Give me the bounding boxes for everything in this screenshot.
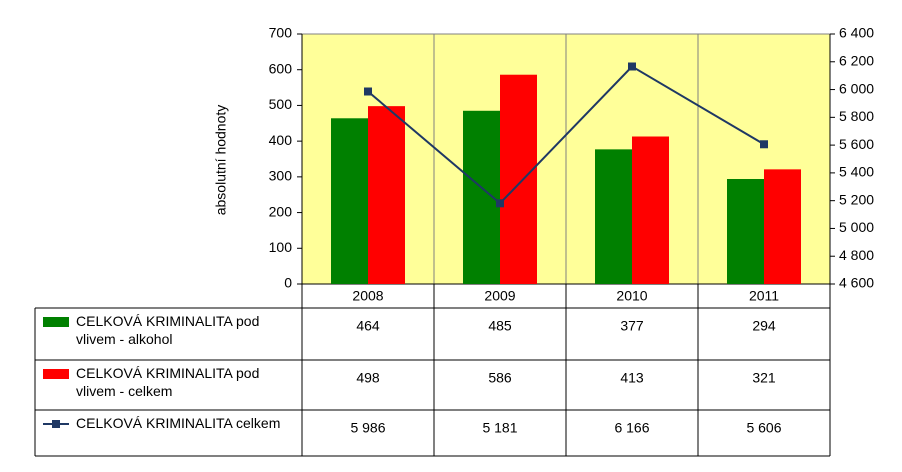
table-value: 586	[488, 370, 512, 386]
line	[367, 65, 765, 205]
legend-label: CELKOVÁ KRIMINALITA pod vlivem - celkem	[76, 365, 260, 399]
table-value: 464	[356, 318, 380, 334]
y-tick-label: 100	[269, 239, 293, 255]
legend-swatch	[52, 420, 60, 428]
table-value: 5 181	[482, 420, 517, 436]
x-tick-label: 2009	[484, 288, 515, 304]
legend-cell: CELKOVÁ KRIMINALITA pod vlivem - alkohol	[76, 313, 260, 347]
x-tick-label: 2011	[749, 288, 779, 304]
bar	[368, 106, 405, 285]
y-tick-label: 700	[269, 25, 293, 41]
legend-swatch	[43, 369, 69, 379]
bar	[727, 179, 764, 284]
y2-tick-label: 5 400	[839, 164, 874, 180]
y2-tick-label: 6 000	[839, 80, 874, 96]
legend-cell: CELKOVÁ KRIMINALITA celkem	[76, 415, 281, 431]
table-value: 294	[752, 318, 776, 334]
table-value: 5 986	[350, 420, 385, 436]
table-value: 485	[488, 318, 512, 334]
line-marker	[496, 199, 504, 208]
table-value: 6 166	[614, 420, 649, 436]
table-value: 5 606	[746, 420, 781, 436]
bar	[632, 136, 669, 284]
line-marker	[760, 140, 768, 149]
y-tick-label: 200	[269, 203, 293, 219]
line-marker	[364, 87, 372, 96]
y2-tick-label: 4 800	[839, 247, 874, 263]
legend-label: CELKOVÁ KRIMINALITA celkem	[76, 415, 281, 431]
bar	[500, 74, 537, 284]
bar	[331, 118, 368, 285]
legend-swatch	[43, 317, 69, 327]
y2-tick-label: 6 400	[839, 25, 874, 41]
table-value: 413	[620, 370, 644, 386]
bar	[595, 149, 632, 284]
x-tick-label: 2008	[352, 288, 383, 304]
y2-tick-label: 5 800	[839, 108, 874, 124]
line-marker	[628, 62, 636, 71]
y-axis-label: absolutní hodnoty	[213, 105, 229, 216]
y-tick-label: 500	[269, 96, 293, 112]
table-value: 321	[752, 370, 776, 386]
y2-tick-label: 6 200	[839, 52, 874, 68]
y2-tick-label: 4 600	[839, 275, 874, 291]
y-tick-label: 300	[269, 168, 293, 184]
y2-tick-label: 5 200	[839, 191, 874, 207]
y-tick-label: 400	[269, 132, 293, 148]
y2-tick-label: 5 000	[839, 219, 874, 235]
bar	[764, 169, 801, 284]
table-value: 377	[620, 318, 644, 334]
y2-tick-label: 5 600	[839, 136, 874, 152]
x-tick-label: 2010	[616, 288, 647, 304]
y-tick-label: 600	[269, 60, 293, 76]
y-tick-label: 0	[284, 275, 292, 291]
table-value: 498	[356, 370, 380, 386]
legend-cell: CELKOVÁ KRIMINALITA pod vlivem - celkem	[76, 365, 260, 399]
legend-label: CELKOVÁ KRIMINALITA pod vlivem - alkohol	[76, 313, 260, 347]
